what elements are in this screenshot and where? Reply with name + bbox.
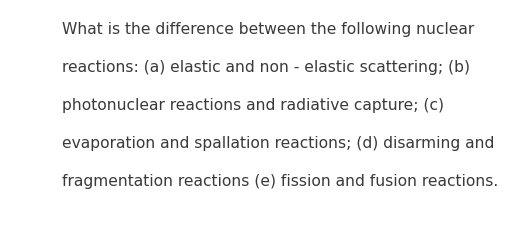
Text: reactions: (a) elastic and non - elastic scattering; (b): reactions: (a) elastic and non - elastic… <box>62 60 470 75</box>
Text: photonuclear reactions and radiative capture; (c): photonuclear reactions and radiative cap… <box>62 98 444 113</box>
Text: fragmentation reactions (e) fission and fusion reactions.: fragmentation reactions (e) fission and … <box>62 174 498 189</box>
Text: evaporation and spallation reactions; (d) disarming and: evaporation and spallation reactions; (d… <box>62 136 494 151</box>
Text: What is the difference between the following nuclear: What is the difference between the follo… <box>62 22 474 37</box>
